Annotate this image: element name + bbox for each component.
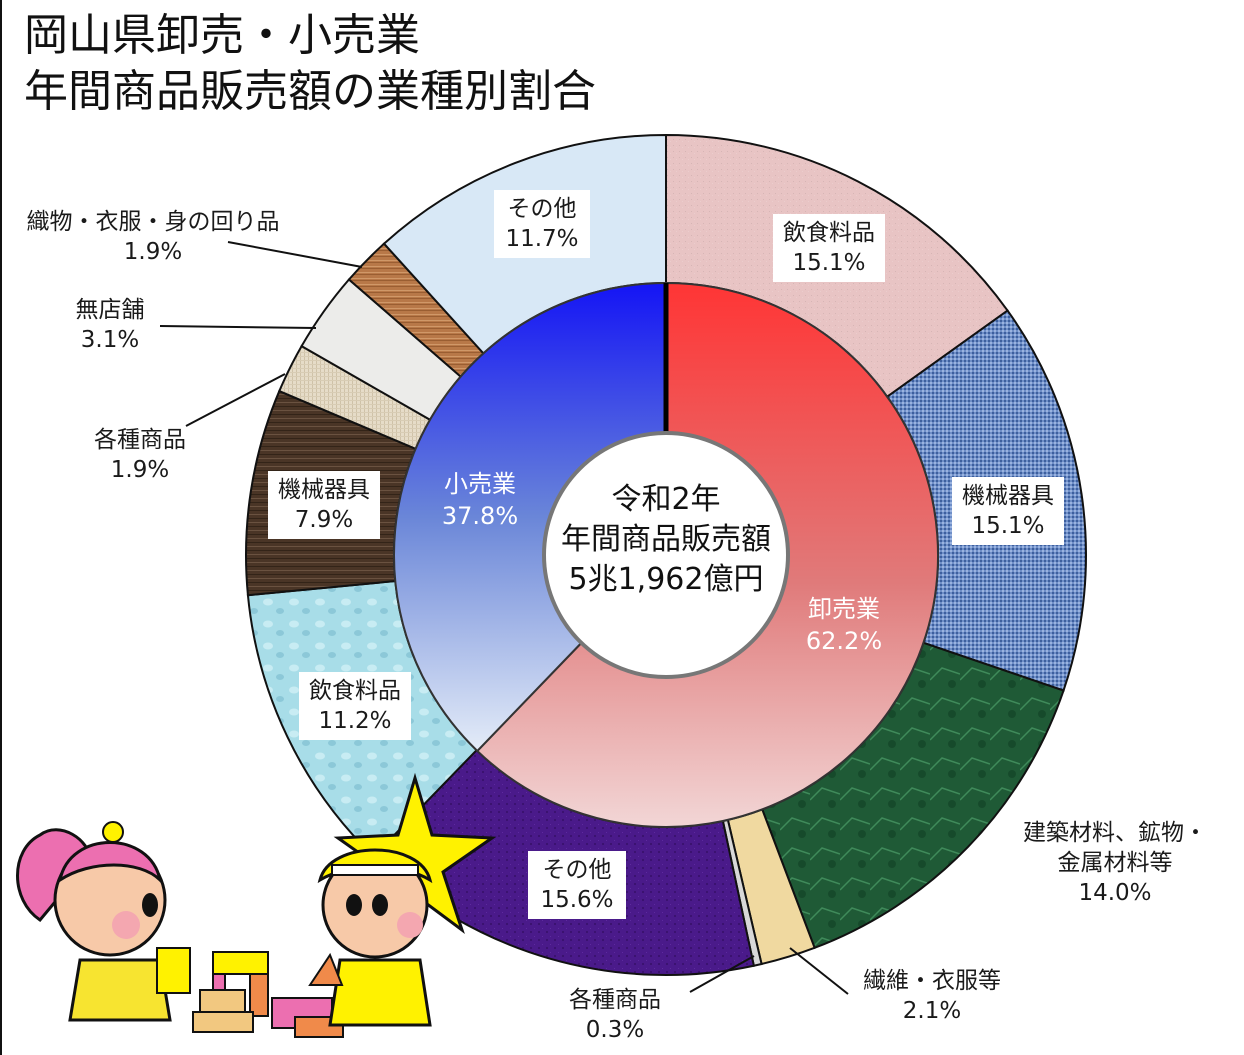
title-line-1: 岡山県卸売・小売業 [24,10,420,61]
label-name: 繊維・衣服等 [863,968,1001,994]
label-name: 機械器具 [278,477,370,503]
label-name: 小売業 [444,470,516,498]
label-wholesale-textile: 繊維・衣服等 2.1% [852,966,1012,1026]
frame-border [0,0,2,1055]
label-name: 飲食料品 [783,220,875,246]
center-caption: 年間商品販売額 [561,522,771,557]
label-retail: 小売業 37.8% [420,468,540,532]
label-pct: 15.1% [792,250,866,276]
chart-title: 岡山県卸売・小売業 年間商品販売額の業種別割合 [24,8,596,120]
label-name: 各種商品 [569,987,661,1013]
label-pct: 14.0% [1078,880,1152,906]
title-line-2: 年間商品販売額の業種別割合 [24,66,596,117]
label-pct: 11.7% [505,226,579,252]
label-name: 機械器具 [962,483,1054,509]
label-pct: 37.8% [441,502,519,530]
label-pct: 15.6% [540,887,614,913]
label-wholesale-general: 各種商品 0.3% [550,985,680,1045]
label-wholesale-other: その他 15.6% [528,851,626,919]
label-name: 各種商品 [94,427,186,453]
label-name-1: 建築材料、鉱物・ [1023,820,1207,846]
label-name-2: 金属材料等 [1057,850,1173,876]
label-retail-food: 飲食料品 11.2% [299,672,411,740]
mascot-illustrations [16,772,497,1038]
label-pct: 7.9% [294,507,354,533]
label-retail-textile: 織物・衣服・身の回り品 1.9% [18,207,288,267]
label-pct: 3.1% [80,327,140,353]
inner-ring [393,281,939,828]
center-year: 令和2年 [611,482,721,517]
label-retail-machinery: 機械器具 7.9% [268,471,380,539]
label-pct: 0.3% [585,1017,645,1043]
label-pct: 11.2% [318,708,392,734]
label-wholesale-machinery: 機械器具 15.1% [952,477,1064,545]
label-wholesale: 卸売業 62.2% [784,593,904,657]
label-pct: 2.1% [902,998,962,1024]
leader-lines [159,241,849,995]
label-retail-nonstore: 無店舗 3.1% [60,295,160,355]
label-wholesale-building: 建築材料、鉱物・ 金属材料等 14.0% [1000,818,1230,908]
label-pct: 1.9% [123,239,183,265]
label-wholesale-food: 飲食料品 15.1% [773,214,885,282]
label-name: 飲食料品 [309,678,401,704]
label-pct: 15.1% [971,513,1045,539]
center-total: 令和2年 年間商品販売額 5兆1,962億円 [540,480,792,600]
label-name: 卸売業 [808,595,880,623]
label-pct: 62.2% [805,627,883,655]
label-pct: 1.9% [110,457,170,483]
center-hole [542,431,790,679]
label-retail-other: その他 11.7% [494,190,590,258]
label-name: 織物・衣服・身の回り品 [26,209,280,235]
label-name: その他 [542,857,612,883]
center-amount: 5兆1,962億円 [568,562,764,597]
label-name: 無店舗 [75,297,145,323]
label-name: その他 [507,196,577,222]
label-retail-general: 各種商品 1.9% [80,425,200,485]
